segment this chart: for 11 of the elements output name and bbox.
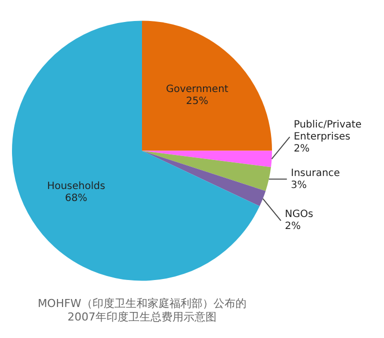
slice-label: Public/Private Enterprises bbox=[294, 120, 362, 143]
slice-label: Government bbox=[166, 84, 228, 96]
slice-label: NGOs bbox=[284, 209, 314, 220]
text: MOHFW（印度卫生和家庭福利部）公布的 2007年印度卫生总费用示意图 bbox=[38, 297, 246, 324]
slice-label: Insurance bbox=[290, 168, 340, 179]
data-label: 68% bbox=[65, 193, 88, 204]
data-label: 25% bbox=[186, 96, 208, 108]
slice-label: Households bbox=[47, 181, 106, 192]
data-label: 3% bbox=[290, 180, 307, 191]
data-label: 2% bbox=[284, 221, 301, 232]
data-label: 2% bbox=[294, 144, 310, 155]
